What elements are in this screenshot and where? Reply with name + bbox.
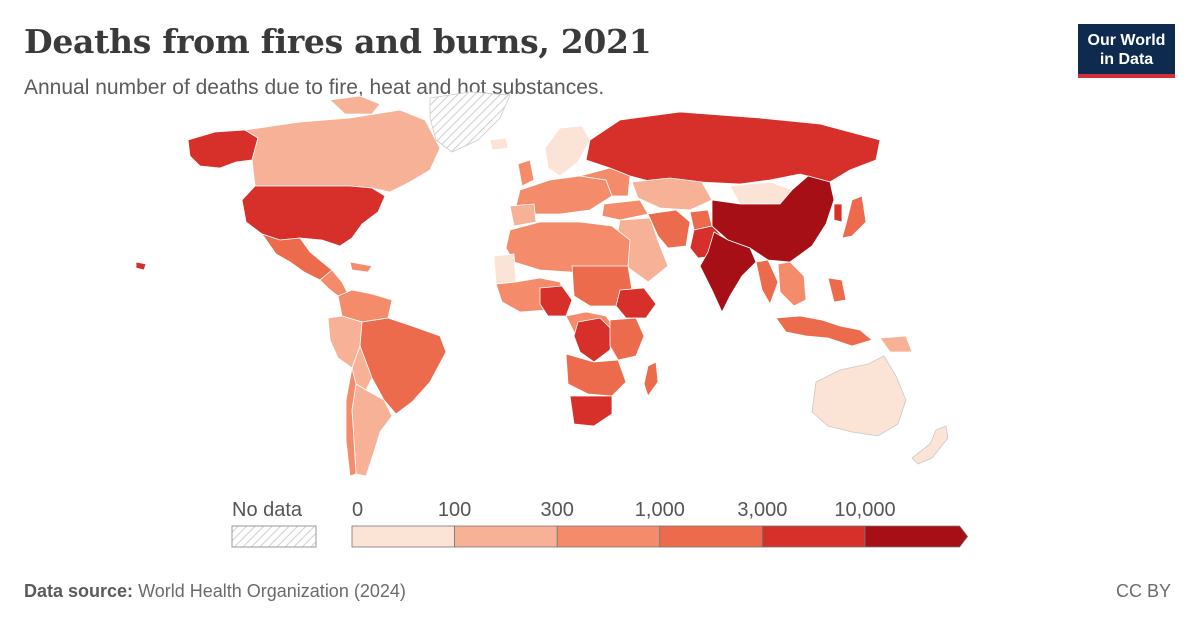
region-kazakhstan[interactable] xyxy=(631,177,713,211)
legend-tick-label: 1,000 xyxy=(635,499,685,521)
legend-bin[interactable] xyxy=(556,525,661,548)
region-dr-congo[interactable] xyxy=(573,317,613,363)
region-iberia[interactable] xyxy=(509,203,537,227)
region-canada-islands[interactable] xyxy=(329,95,381,115)
region-australia[interactable] xyxy=(811,355,907,437)
legend-tick-label: 10,000 xyxy=(834,499,895,521)
legend-tick-label: 100 xyxy=(438,499,471,521)
region-usa[interactable] xyxy=(241,185,386,247)
legend-bin[interactable] xyxy=(659,525,763,548)
region-scandinavia[interactable] xyxy=(544,125,591,177)
region-indonesia[interactable] xyxy=(775,315,873,347)
logo-line-1: Our World xyxy=(1087,32,1166,49)
legend-no-data-swatch xyxy=(231,525,317,548)
region-south-africa[interactable] xyxy=(569,395,613,427)
region-turkey[interactable] xyxy=(601,199,649,221)
region-alaska[interactable] xyxy=(187,129,259,169)
legend-bin[interactable] xyxy=(351,525,455,548)
data-source-label: Data source: xyxy=(24,581,134,601)
legend-tick-label: 3,000 xyxy=(737,499,787,521)
legend-bin[interactable] xyxy=(762,525,866,548)
data-source: Data source: World Health Organization (… xyxy=(24,581,406,602)
region-canada[interactable] xyxy=(243,109,441,193)
legend-no-data-label: No data xyxy=(232,499,303,521)
region-southeast-asia[interactable] xyxy=(777,261,807,307)
region-korea[interactable] xyxy=(833,203,843,223)
region-east-africa[interactable] xyxy=(609,317,645,361)
legend: No data 0 100 300 1,000 3,000 10,000 xyxy=(231,499,969,548)
owid-logo[interactable]: Our World in Data xyxy=(1078,24,1175,78)
region-southern-africa[interactable] xyxy=(565,353,627,397)
legend-tick-label: 300 xyxy=(541,499,574,521)
region-greenland[interactable] xyxy=(429,91,511,153)
region-chile[interactable] xyxy=(345,367,357,477)
data-source-text[interactable]: World Health Organization (2024) xyxy=(138,581,406,601)
region-ethiopia[interactable] xyxy=(615,287,657,319)
region-india[interactable] xyxy=(699,231,757,313)
region-madagascar[interactable] xyxy=(643,361,659,397)
region-uk[interactable] xyxy=(517,159,535,187)
region-nigeria[interactable] xyxy=(539,285,573,317)
logo-line-2: in Data xyxy=(1099,51,1154,68)
region-mexico[interactable] xyxy=(260,233,333,281)
region-russia[interactable] xyxy=(585,111,881,185)
region-japan[interactable] xyxy=(841,195,867,239)
region-caribbean[interactable] xyxy=(349,261,373,273)
region-new-zealand[interactable] xyxy=(911,425,949,465)
chart-title: Deaths from fires and burns, 2021 xyxy=(24,22,652,61)
region-iceland[interactable] xyxy=(489,137,509,151)
license-link[interactable]: CC BY xyxy=(1116,581,1172,601)
region-bangladesh-myanmar[interactable] xyxy=(755,259,779,305)
region-hawaii[interactable] xyxy=(135,261,147,271)
region-papua[interactable] xyxy=(879,335,913,353)
region-western-sahara[interactable] xyxy=(493,253,517,285)
legend-bin[interactable] xyxy=(454,525,558,548)
legend-bin[interactable] xyxy=(864,525,969,548)
region-iran[interactable] xyxy=(647,209,691,249)
region-philippines[interactable] xyxy=(827,277,847,303)
legend-tick-label: 0 xyxy=(352,499,363,521)
